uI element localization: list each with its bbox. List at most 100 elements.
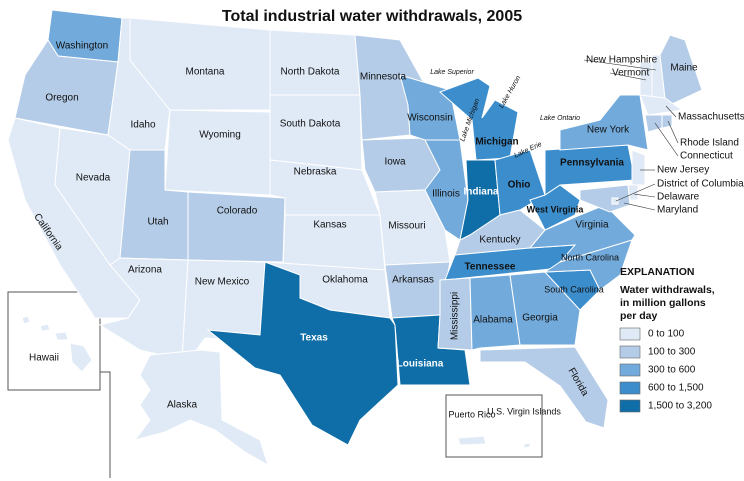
state-label: Alabama: [473, 315, 513, 326]
state-label: South Dakota: [280, 119, 341, 130]
legend-swatch: [619, 345, 641, 359]
state-label: Nebraska: [294, 167, 337, 178]
state-label: Puerto Rico: [448, 409, 495, 419]
state: [129, 17, 271, 111]
state-label: Oklahoma: [322, 275, 368, 286]
state: [479, 346, 609, 429]
state-label: Washington: [56, 41, 108, 52]
state: [187, 191, 286, 263]
state-label: Tennessee: [465, 262, 516, 273]
state-label: Maine: [670, 63, 698, 74]
state-label: Virginia: [575, 220, 609, 231]
state: [523, 442, 531, 449]
state-label: Iowa: [384, 157, 406, 168]
state-label: Alaska: [167, 400, 197, 411]
state: [509, 271, 581, 346]
legend-label: 1,500 to 3,200: [648, 401, 712, 412]
state-label: Mississippi: [450, 292, 461, 340]
state-label: Wyoming: [199, 130, 241, 141]
alaska-inset: [100, 371, 111, 478]
state-label: Indiana: [463, 187, 498, 198]
state-label: New York: [587, 125, 630, 136]
state-label: Connecticut: [680, 151, 733, 162]
leader-line: [665, 105, 677, 118]
state: [269, 94, 363, 171]
leader-line: [667, 120, 679, 144]
legend-label: 600 to 1,500: [648, 383, 704, 394]
state: [457, 435, 487, 446]
legend-swatch: [619, 399, 641, 413]
legend-label: 300 to 600: [648, 365, 696, 376]
state: [579, 184, 631, 213]
leader-line: [609, 72, 647, 81]
state-part: [39, 323, 51, 332]
state-part: [54, 331, 69, 341]
states: [7, 9, 703, 467]
lake-label: Lake Ontario: [540, 115, 580, 122]
state: [47, 9, 123, 63]
state-label: North Dakota: [281, 67, 340, 78]
state-label: Delaware: [657, 192, 700, 203]
state-label: Louisiana: [397, 359, 444, 370]
state: [133, 349, 269, 467]
state: [439, 77, 519, 161]
state: [437, 277, 473, 351]
state-label: Colorado: [217, 206, 258, 217]
leader-line: [623, 202, 656, 211]
state-label: New Hampshire: [586, 55, 658, 66]
state: [269, 29, 361, 96]
state-label: Missouri: [388, 221, 425, 232]
state-label: Michigan: [475, 137, 518, 148]
state-label: South Carolina: [544, 284, 604, 294]
state-label: Massachusetts: [678, 112, 744, 123]
legend-subtitle: in million gallons: [620, 297, 706, 309]
state-label: New Mexico: [195, 277, 250, 288]
state-label: Utah: [147, 217, 168, 228]
state-label: Arkansas: [392, 275, 434, 286]
legend-swatch: [619, 381, 641, 395]
state-label: Maryland: [657, 205, 698, 216]
legend-label: 0 to 100: [648, 329, 685, 340]
state-label: West Virginia: [527, 204, 585, 214]
legend-swatch: [619, 327, 641, 341]
state: [164, 109, 271, 196]
legend-subtitle: Water withdrawals,: [620, 284, 715, 296]
state: [424, 139, 469, 241]
state-label: District of Columbia: [657, 179, 744, 190]
state: [639, 94, 684, 116]
lake-label: Lake Superior: [430, 69, 474, 76]
state: [469, 274, 521, 351]
state-label: Idaho: [130, 120, 155, 131]
state-label: Kentucky: [479, 235, 520, 246]
state-label: New Jersey: [657, 165, 709, 176]
state-label: U.S. Virgin Islands: [487, 406, 561, 416]
state: [559, 94, 649, 151]
state: [611, 197, 619, 205]
legend-label: 100 to 300: [648, 347, 696, 358]
state-label: Vermont: [612, 68, 649, 79]
state: [631, 149, 646, 186]
hawaii-inset: [7, 291, 101, 391]
state-label: Texas: [300, 333, 328, 344]
state: [206, 261, 399, 446]
leader-line: [583, 59, 657, 71]
state-label: Montana: [186, 67, 225, 78]
state-label: Oregon: [45, 93, 78, 104]
state: [528, 204, 636, 263]
state-label: Hawaii: [29, 353, 59, 364]
leader-line: [633, 193, 656, 198]
state: [21, 315, 31, 325]
state-label: Rhode Island: [680, 138, 739, 149]
legend: EXPLANATION Water withdrawals,in million …: [619, 266, 715, 413]
state-label: Illinois: [432, 189, 460, 200]
state-label: Wisconsin: [407, 113, 453, 124]
state-label: Arizona: [128, 265, 162, 276]
state-label: Ohio: [508, 180, 531, 191]
legend-title: EXPLANATION: [620, 266, 694, 278]
leader-line: [615, 183, 656, 202]
legend-subtitle: per day: [620, 310, 658, 322]
state-label: North Carolina: [561, 252, 619, 262]
state-label: Minnesota: [360, 72, 407, 83]
state-label: Pennsylvania: [560, 158, 624, 169]
